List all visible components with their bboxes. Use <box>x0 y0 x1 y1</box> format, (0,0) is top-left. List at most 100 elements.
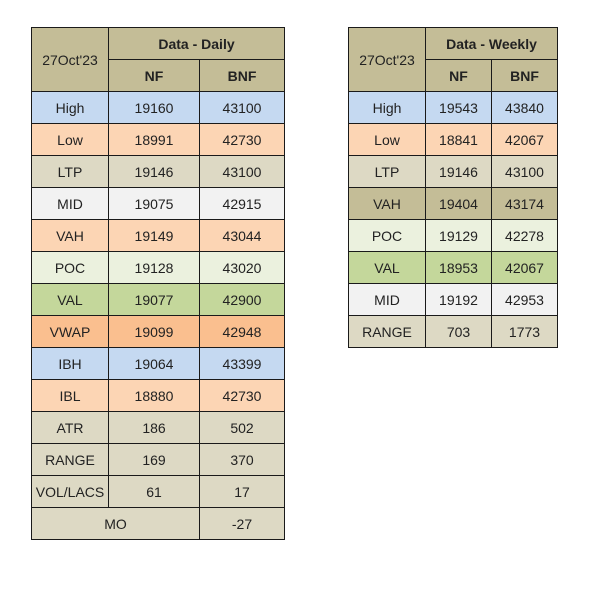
daily-mo-label-cell: MO <box>31 507 200 540</box>
weekly-nf-cell: 19404 <box>425 187 492 220</box>
daily-bnf-cell: 43020 <box>199 251 285 284</box>
weekly-bnf-cell: 42067 <box>491 123 558 156</box>
daily-label-cell: IBH <box>31 347 109 380</box>
weekly-bnf-cell: 1773 <box>491 315 558 348</box>
daily-bnf-cell: 370 <box>199 443 285 476</box>
weekly-row-low: Low 18841 42067 <box>348 123 558 156</box>
daily-row-ltp: LTP 19146 43100 <box>31 155 285 188</box>
weekly-row-high: High 19543 43840 <box>348 91 558 124</box>
weekly-nf-cell: 703 <box>425 315 492 348</box>
weekly-date-cell: 27Oct'23 <box>348 27 426 92</box>
weekly-bnf-cell: 42067 <box>491 251 558 284</box>
daily-bnf-cell: 43100 <box>199 155 285 188</box>
daily-label-cell: VAL <box>31 283 109 316</box>
weekly-nf-cell: 19192 <box>425 283 492 316</box>
daily-nf-cell: 19146 <box>108 155 200 188</box>
daily-row-ibl: IBL 18880 42730 <box>31 379 285 412</box>
daily-nf-cell: 19077 <box>108 283 200 316</box>
daily-row-vol-lacs: VOL/LACS 61 17 <box>31 475 285 508</box>
daily-row-high: High 19160 43100 <box>31 91 285 124</box>
weekly-bnf-cell: 42278 <box>491 219 558 252</box>
daily-header-row: 27Oct'23 Data - Daily <box>31 27 285 92</box>
weekly-row-vah: VAH 19404 43174 <box>348 187 558 220</box>
daily-bnf-cell: 43044 <box>199 219 285 252</box>
daily-data-table: 27Oct'23 Data - Daily NF BNF High 19160 43… <box>31 27 285 540</box>
daily-nf-cell: 19075 <box>108 187 200 220</box>
weekly-nf-cell: 19146 <box>425 155 492 188</box>
daily-bnf-cell: 43399 <box>199 347 285 380</box>
weekly-label-cell: VAH <box>348 187 426 220</box>
daily-label-cell: IBL <box>31 379 109 412</box>
weekly-label-cell: RANGE <box>348 315 426 348</box>
daily-nf-cell: 19099 <box>108 315 200 348</box>
daily-row-poc: POC 19128 43020 <box>31 251 285 284</box>
daily-bnf-cell: 502 <box>199 411 285 444</box>
weekly-row-poc: POC 19129 42278 <box>348 219 558 252</box>
weekly-label-cell: Low <box>348 123 426 156</box>
daily-bnf-cell: 42730 <box>199 379 285 412</box>
weekly-bnf-cell: 42953 <box>491 283 558 316</box>
weekly-row-mid: MID 19192 42953 <box>348 283 558 316</box>
daily-nf-cell: 18880 <box>108 379 200 412</box>
daily-bnf-header: BNF <box>199 59 285 92</box>
daily-row-atr: ATR 186 502 <box>31 411 285 444</box>
weekly-nf-header: NF <box>425 59 492 92</box>
daily-subheader-row: NF BNF <box>32 59 285 92</box>
weekly-row-range: RANGE 703 1773 <box>348 315 558 348</box>
daily-row-range: RANGE 169 370 <box>31 443 285 476</box>
weekly-bnf-cell: 43840 <box>491 91 558 124</box>
daily-nf-cell: 186 <box>108 411 200 444</box>
daily-label-cell: MID <box>31 187 109 220</box>
daily-label-cell: RANGE <box>31 443 109 476</box>
daily-row-mo: MO -27 <box>31 507 285 540</box>
daily-label-cell: High <box>31 91 109 124</box>
daily-bnf-cell: 42948 <box>199 315 285 348</box>
weekly-label-cell: High <box>348 91 426 124</box>
daily-mo-value-cell: -27 <box>199 507 285 540</box>
weekly-title-cell: Data - Weekly <box>425 27 558 60</box>
daily-bnf-cell: 42915 <box>199 187 285 220</box>
daily-label-cell: ATR <box>31 411 109 444</box>
daily-bnf-cell: 17 <box>199 475 285 508</box>
weekly-subheader-row: NF BNF <box>349 59 558 92</box>
daily-bnf-cell: 42900 <box>199 283 285 316</box>
weekly-data-table: 27Oct'23 Data - Weekly NF BNF High 19543 4… <box>348 27 558 348</box>
weekly-bnf-header: BNF <box>491 59 558 92</box>
daily-label-cell: VAH <box>31 219 109 252</box>
weekly-nf-cell: 18841 <box>425 123 492 156</box>
daily-label-cell: VOL/LACS <box>31 475 109 508</box>
daily-nf-cell: 18991 <box>108 123 200 156</box>
daily-row-mid: MID 19075 42915 <box>31 187 285 220</box>
weekly-label-cell: VAL <box>348 251 426 284</box>
daily-nf-cell: 61 <box>108 475 200 508</box>
daily-row-vah: VAH 19149 43044 <box>31 219 285 252</box>
weekly-bnf-cell: 43100 <box>491 155 558 188</box>
weekly-label-cell: MID <box>348 283 426 316</box>
daily-label-cell: VWAP <box>31 315 109 348</box>
weekly-header-row: 27Oct'23 Data - Weekly <box>348 27 558 92</box>
weekly-row-ltp: LTP 19146 43100 <box>348 155 558 188</box>
daily-row-val: VAL 19077 42900 <box>31 283 285 316</box>
weekly-nf-cell: 19543 <box>425 91 492 124</box>
daily-row-vwap: VWAP 19099 42948 <box>31 315 285 348</box>
daily-nf-cell: 19149 <box>108 219 200 252</box>
daily-bnf-cell: 42730 <box>199 123 285 156</box>
daily-bnf-cell: 43100 <box>199 91 285 124</box>
weekly-nf-cell: 19129 <box>425 219 492 252</box>
daily-row-low: Low 18991 42730 <box>31 123 285 156</box>
daily-date-cell: 27Oct'23 <box>31 27 109 92</box>
daily-row-ibh: IBH 19064 43399 <box>31 347 285 380</box>
daily-nf-cell: 19128 <box>108 251 200 284</box>
weekly-bnf-cell: 43174 <box>491 187 558 220</box>
daily-label-cell: POC <box>31 251 109 284</box>
daily-title-cell: Data - Daily <box>108 27 285 60</box>
weekly-label-cell: LTP <box>348 155 426 188</box>
daily-nf-header: NF <box>108 59 200 92</box>
weekly-row-val: VAL 18953 42067 <box>348 251 558 284</box>
daily-label-cell: Low <box>31 123 109 156</box>
daily-nf-cell: 169 <box>108 443 200 476</box>
weekly-label-cell: POC <box>348 219 426 252</box>
daily-nf-cell: 19160 <box>108 91 200 124</box>
daily-label-cell: LTP <box>31 155 109 188</box>
weekly-nf-cell: 18953 <box>425 251 492 284</box>
